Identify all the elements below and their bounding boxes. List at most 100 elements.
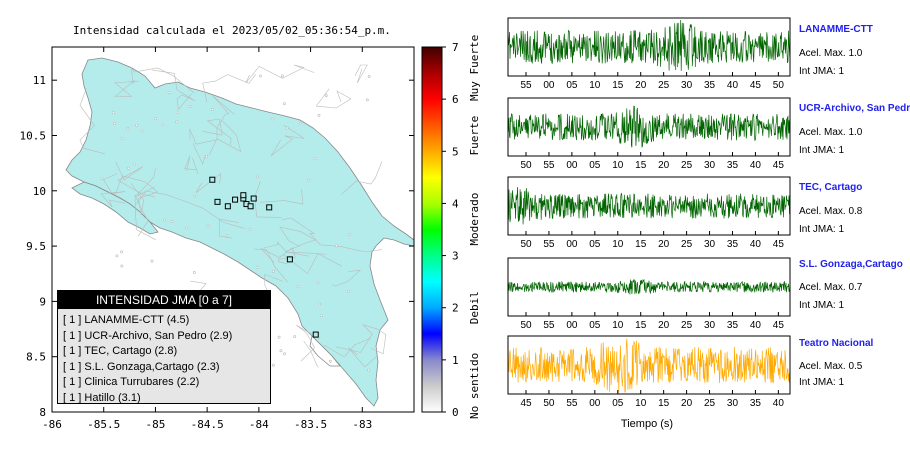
town-dot — [210, 108, 214, 111]
waveform-tick-label: 00 — [566, 320, 578, 331]
station-marker — [250, 195, 257, 202]
station-title: UCR-Archivo, San Pedro — [799, 103, 910, 114]
waveform-tick-label: 45 — [773, 160, 785, 171]
waveform-tick-label: 30 — [681, 80, 693, 91]
town-dot — [328, 359, 332, 363]
waveform-tick-label: 15 — [635, 239, 647, 250]
waveform-frame — [507, 335, 791, 395]
station-jma: Int JMA: 1 — [799, 377, 845, 388]
waveform-background — [508, 18, 790, 76]
waveform-tick-label: 05 — [566, 80, 578, 91]
map-y-tick-label: 10.5 — [20, 129, 47, 142]
map-y-tick-label: 9 — [39, 295, 46, 308]
town-dot — [270, 117, 274, 121]
map-y-tick-label: 11 — [33, 74, 46, 87]
waveform-tick-label: 25 — [681, 320, 693, 331]
road-line — [134, 190, 245, 229]
station-marker — [232, 196, 239, 203]
road-line — [184, 155, 199, 175]
town-dot — [167, 90, 171, 94]
road-line — [202, 118, 232, 146]
waveform-tick-label: 00 — [543, 80, 555, 91]
waveform-tick-label: 45 — [520, 398, 532, 409]
waveform-tick-label: 00 — [589, 398, 601, 409]
town-dot — [163, 218, 166, 222]
waveform-tick-label: 50 — [543, 398, 555, 409]
waveform-tick-label: 20 — [658, 320, 670, 331]
town-dot — [286, 126, 289, 130]
town-dot — [170, 220, 174, 223]
town-dot — [367, 368, 370, 372]
town-dot — [188, 105, 192, 108]
town-dot — [225, 234, 229, 238]
waveform-tick-label: 40 — [727, 80, 739, 91]
legend-item: [ 1 ] Hatillo (3.1) — [63, 391, 141, 404]
map-x-tick-label: -84.5 — [191, 418, 224, 431]
station-peak: Acel. Max. 1.0 — [799, 48, 863, 59]
waveform-tick-label: 05 — [589, 160, 601, 171]
waveform-tick-label: 25 — [658, 80, 670, 91]
map-x-tick-label: -86 — [42, 418, 62, 431]
waveform-tick-label: 00 — [566, 239, 578, 250]
colorbar-gradient — [421, 46, 443, 413]
road-line — [354, 64, 368, 84]
town-dot — [120, 137, 124, 141]
road-line — [151, 69, 196, 111]
station-title: Teatro Nacional — [799, 338, 874, 349]
station-jma: Int JMA: 1 — [799, 145, 845, 156]
waveform-tick-label: 20 — [658, 239, 670, 250]
waveform-tick-label: 35 — [727, 239, 739, 250]
waveform-tick-label: 30 — [704, 160, 716, 171]
waveform-tick-label: 30 — [727, 398, 739, 409]
colorbar-tick-label: 0 — [452, 406, 459, 419]
town-dot — [154, 117, 158, 121]
colorbar-labels: No sentido Debil Moderado Fuerte Muy Fuerte — [468, 35, 481, 419]
station-peak: Acel. Max. 1.0 — [799, 127, 863, 138]
waveform-tick-label: 45 — [773, 239, 785, 250]
station-marker — [286, 256, 293, 263]
town-dot — [193, 194, 197, 198]
town-dot — [365, 98, 369, 102]
intensity-colorbar: 0 1 2 3 4 5 6 7 No sentido Debil Moderado Fuerte Mu… — [421, 35, 481, 419]
station-marker — [214, 198, 221, 205]
waveform-trace — [507, 278, 791, 295]
intensity-legend: INTENSIDAD JMA [0 a 7] [ 1 ] LANAMME-CTT… — [57, 290, 271, 404]
waveform-trace — [507, 105, 791, 148]
town-dot — [140, 129, 144, 133]
colorbar-ticks: 0 1 2 3 4 5 6 7 — [442, 41, 459, 419]
waveform-tick-label: 35 — [727, 320, 739, 331]
town-dot — [283, 102, 286, 105]
waveform-tick-label: 55 — [543, 320, 555, 331]
town-dot — [175, 110, 179, 114]
station-marker — [247, 203, 254, 210]
town-dot — [255, 266, 259, 269]
town-dot — [115, 254, 119, 258]
town-dot — [192, 271, 196, 274]
colorbar-category-label: Muy Fuerte — [468, 35, 481, 101]
colorbar-tick-label: 7 — [452, 41, 459, 54]
station-marker — [224, 203, 231, 210]
town-dot — [280, 74, 284, 78]
town-dot — [112, 111, 116, 114]
town-dot — [259, 74, 262, 78]
road-line — [219, 218, 239, 239]
waveform-tick-label: 10 — [589, 80, 601, 91]
road-line — [323, 337, 371, 358]
waveform-tick-label: 30 — [704, 320, 716, 331]
waveform-tick-label: 15 — [658, 398, 670, 409]
map-y-tick-label: 9.5 — [26, 240, 46, 253]
waveform-panel: 50 55 00 05 10 15 20 25 30 35 40 45 — [507, 176, 791, 250]
waveform-tick-label: 10 — [612, 160, 624, 171]
legend-item: [ 1 ] UCR-Archivo, San Pedro (2.9) — [63, 329, 233, 342]
colorbar-tick-label: 5 — [452, 145, 459, 158]
colorbar-tick-label: 4 — [452, 197, 459, 210]
waveform-panel: 45 50 55 00 05 10 15 20 25 30 35 40 — [507, 335, 791, 409]
station-peak: Acel. Max. 0.5 — [799, 361, 863, 372]
town-dot — [120, 264, 124, 268]
town-dot — [120, 250, 123, 254]
town-dot — [132, 162, 136, 166]
waveform-tick-label: 20 — [681, 398, 693, 409]
map-y-axis: 11 10.5 10 9.5 9 8.5 8 — [20, 74, 414, 419]
town-dot — [150, 259, 154, 263]
waveform-panel: 55 00 05 10 15 20 25 30 35 40 45 50 — [507, 17, 791, 91]
